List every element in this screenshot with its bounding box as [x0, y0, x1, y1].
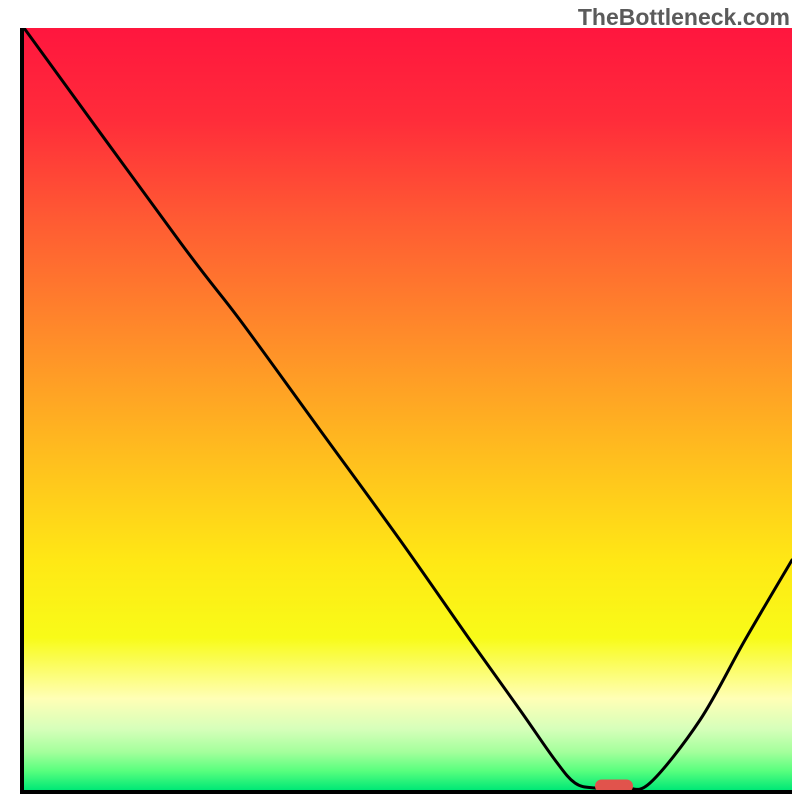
- x-axis-line: [20, 790, 792, 794]
- watermark-text: TheBottleneck.com: [578, 4, 790, 31]
- bottleneck-curve: [24, 28, 792, 790]
- chart-container: TheBottleneck.com: [0, 0, 800, 800]
- y-axis-line: [20, 28, 24, 794]
- plot-area: [24, 28, 792, 790]
